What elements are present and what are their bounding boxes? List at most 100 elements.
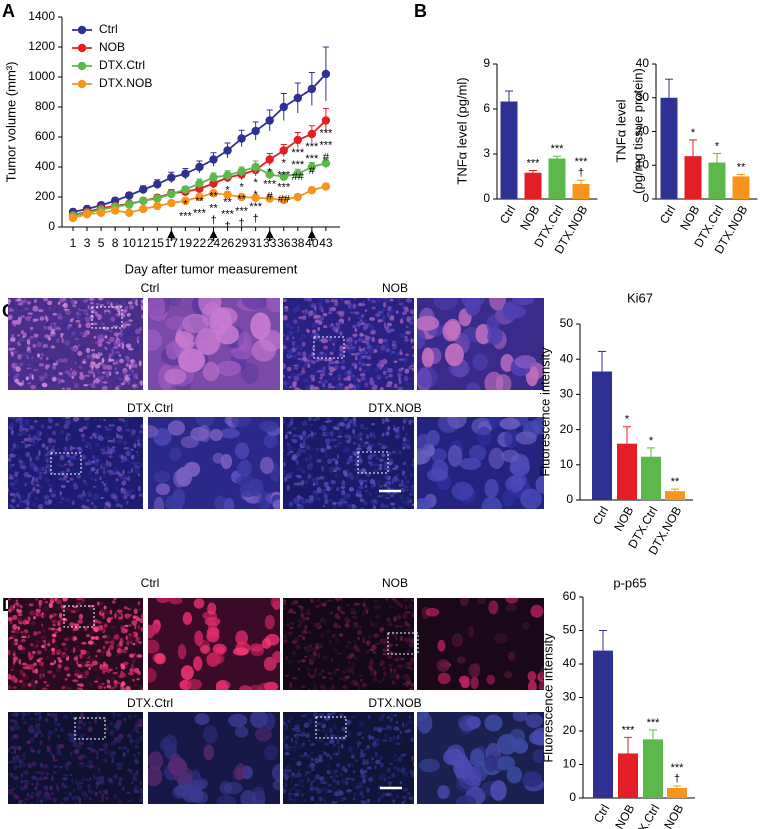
cell xyxy=(111,424,115,427)
cell xyxy=(89,298,95,301)
cell xyxy=(65,370,71,374)
cell xyxy=(88,470,91,475)
cell xyxy=(112,374,114,377)
significance: * xyxy=(649,435,654,447)
cell xyxy=(406,650,411,653)
cell xyxy=(392,340,396,344)
cell xyxy=(22,673,26,678)
cell xyxy=(94,461,98,466)
cell xyxy=(289,386,291,388)
cell xyxy=(131,633,135,636)
bar xyxy=(525,173,542,199)
cell xyxy=(71,610,76,613)
x-tick-label: 43 xyxy=(319,236,333,250)
cell xyxy=(95,712,98,716)
cell xyxy=(336,487,340,491)
cell xyxy=(349,419,353,423)
cell xyxy=(43,785,48,788)
cell xyxy=(398,375,401,380)
cell xyxy=(42,628,46,633)
cell xyxy=(29,425,34,430)
cell xyxy=(362,635,366,641)
significance: # xyxy=(267,190,274,202)
y-axis-label: (pg/mg tissue protein) xyxy=(630,68,645,194)
cell xyxy=(137,601,140,605)
cell xyxy=(15,796,19,800)
cell xyxy=(79,365,83,369)
cell xyxy=(312,322,316,328)
cell xyxy=(318,796,321,799)
cell xyxy=(224,782,243,795)
cell xyxy=(77,344,80,346)
cell xyxy=(306,766,308,770)
cell xyxy=(94,479,96,481)
cell xyxy=(357,321,361,327)
cell xyxy=(379,794,383,799)
cell xyxy=(46,656,49,659)
cell xyxy=(298,635,302,638)
cell xyxy=(301,715,305,717)
cell xyxy=(381,453,385,457)
cell xyxy=(81,650,87,655)
marker xyxy=(111,206,119,214)
cell xyxy=(359,674,362,677)
cell xyxy=(124,647,128,651)
cell xyxy=(138,473,140,476)
cell xyxy=(321,670,325,673)
cell xyxy=(63,498,68,500)
cell xyxy=(115,340,117,344)
cell xyxy=(101,451,107,454)
cell xyxy=(69,349,72,354)
cell xyxy=(36,731,39,736)
cell xyxy=(80,661,83,664)
cell xyxy=(349,487,354,492)
cell xyxy=(368,635,371,639)
cell xyxy=(28,312,33,314)
cell xyxy=(129,734,132,740)
micrograph-label: NOB xyxy=(382,281,408,295)
cell xyxy=(368,353,373,356)
cell xyxy=(285,752,290,756)
cell xyxy=(75,338,78,340)
cell xyxy=(39,673,41,678)
marker xyxy=(308,130,316,138)
cell xyxy=(404,674,408,676)
cell xyxy=(120,487,123,491)
cell xyxy=(305,754,310,759)
cell xyxy=(394,766,397,769)
cell xyxy=(45,446,48,450)
cell xyxy=(35,612,38,617)
cell xyxy=(49,603,53,609)
cell xyxy=(52,322,56,325)
cell xyxy=(18,613,23,616)
cell xyxy=(311,424,313,426)
cell xyxy=(139,380,143,385)
cell xyxy=(66,765,69,771)
cell xyxy=(387,323,392,327)
cell xyxy=(296,660,301,663)
cell xyxy=(48,438,54,443)
cell xyxy=(510,460,530,476)
cell xyxy=(406,298,412,303)
cell xyxy=(24,781,29,785)
cell xyxy=(405,331,410,335)
cell xyxy=(46,684,50,687)
cell xyxy=(296,452,301,457)
cell xyxy=(321,466,324,472)
cell xyxy=(41,467,45,471)
cell xyxy=(26,354,29,358)
significance: *** xyxy=(193,208,207,220)
cell xyxy=(122,302,124,305)
cell xyxy=(362,611,364,616)
cell xyxy=(11,715,15,717)
micrograph-label: NOB xyxy=(382,576,408,590)
significance: *** xyxy=(319,127,333,139)
cell xyxy=(134,715,137,717)
cell xyxy=(20,350,24,353)
cell xyxy=(91,353,96,359)
cell xyxy=(30,327,34,330)
cell xyxy=(362,341,367,343)
cell xyxy=(111,625,117,629)
cell xyxy=(44,495,50,500)
cell xyxy=(65,310,71,315)
